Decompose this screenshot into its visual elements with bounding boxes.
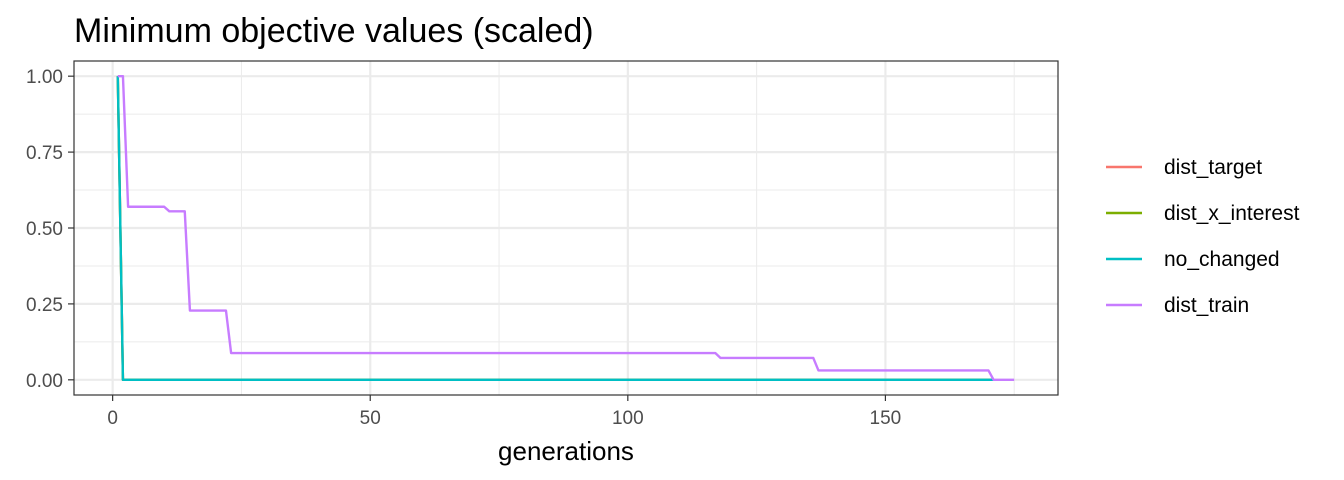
axis-ticks xyxy=(68,75,887,401)
y-tick-label: 0.50 xyxy=(26,219,63,240)
y-tick-label: 1.00 xyxy=(26,67,63,88)
legend-label-no-changed: no_changed xyxy=(1164,248,1280,271)
legend: dist_target dist_x_interest no_changeddist… xyxy=(1106,156,1300,317)
x-axis-title: generations xyxy=(498,436,634,466)
x-tick-label: 50 xyxy=(360,408,381,429)
y-axis-tick-labels: 0.00 0.25 0.50 0.75 1.00 xyxy=(26,67,63,392)
legend-label-dist-target: dist_target xyxy=(1164,156,1262,179)
minor-gridlines xyxy=(74,61,1058,395)
x-tick-label: 150 xyxy=(870,408,902,429)
legend-label-dist-x-interest: dist_x_interest xyxy=(1164,202,1300,225)
chart-title: Minimum objective values (scaled) xyxy=(74,12,594,50)
legend-label-dist-train: dist_train xyxy=(1164,294,1249,317)
series-line-no-changed xyxy=(116,76,994,382)
x-tick-label: 0 xyxy=(107,408,118,429)
x-axis-tick-labels: 0 50 100 150 xyxy=(107,408,901,429)
y-tick-label: 0.75 xyxy=(26,143,63,164)
x-tick-label: 100 xyxy=(612,408,644,429)
y-tick-label: 0.00 xyxy=(26,371,63,392)
major-gridlines xyxy=(74,61,1058,395)
series-lines xyxy=(116,74,1015,382)
y-tick-label: 0.25 xyxy=(26,295,63,316)
series-line-dist-train xyxy=(117,74,1015,382)
